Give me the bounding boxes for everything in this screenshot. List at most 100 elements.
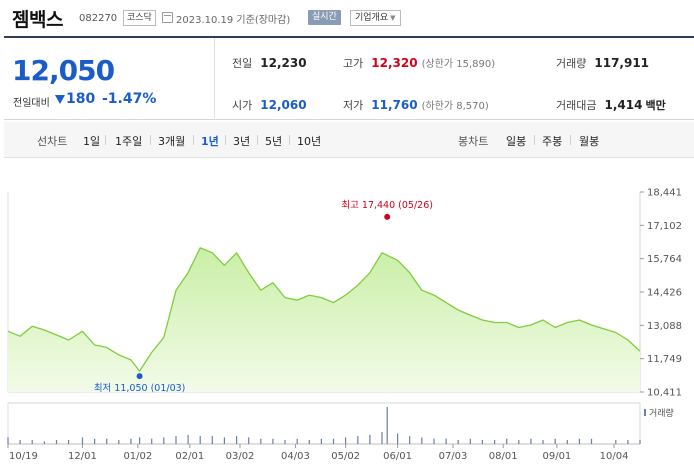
volume-bar [7,437,9,444]
volume-bar [139,437,141,444]
volume-bar [357,436,359,444]
change-label: 전일대비 [13,98,50,109]
volume-bar [530,438,532,444]
volume-bar [81,437,84,444]
volume-bar [199,436,201,444]
volume-bar [118,440,120,444]
period-separator [105,135,106,145]
day-high-label: 고가 [343,57,364,70]
change-value: 180 [66,91,96,107]
lower-limit: (하한가 8,570) [421,101,489,112]
prev-close: 전일 12,230 [232,55,307,71]
volume-bar [43,441,45,444]
summary-divider [214,38,215,120]
volume-legend-swatch [644,409,646,416]
volume-bar [308,440,310,444]
volume-label: 거래량 [556,57,587,70]
x-axis: 10/19 12/01 01/02 02/01 03/02 04/03 05/02 06/01… [7,444,629,462]
company-overview-dropdown[interactable]: 기업개요 ▼ [350,10,401,26]
y-tick-label: 10,411 [647,388,682,399]
day-high: 고가 12,320 (상한가 15,890) [343,55,495,71]
prev-close-value: 12,230 [260,56,307,70]
volume-bar [175,436,177,444]
y-tick-label: 17,102 [647,221,682,232]
volume-bar [469,438,471,444]
x-tick-label: 12/01 [68,451,97,462]
volume-bar [494,440,496,444]
chevron-down-icon: ▼ [390,14,396,22]
volume-bar [68,440,70,444]
open-value: 12,060 [260,98,307,112]
x-tick-label: 01/02 [123,451,152,462]
min-point-label: 최저 11,050 (01/03) [94,383,186,394]
volume-bar [554,438,556,444]
volume-bar [284,440,286,444]
x-tick-label: 05/02 [331,451,360,462]
volume-bar [386,407,388,444]
volume-bar [296,438,298,444]
period-separator [570,135,571,145]
price-line [7,247,641,372]
volume-legend-label: 거래량 [649,407,674,419]
open-label: 시가 [232,99,253,112]
period-separator [150,135,151,145]
volume-value: 117,911 [594,56,650,70]
x-tick-label: 10/19 [9,451,38,462]
volume-bar [151,438,153,444]
volume-bar [223,437,225,444]
volume-bar [106,438,108,444]
open-price: 시가 12,060 [232,97,307,113]
volume-bar [260,438,262,444]
candle-chart-label: 봉차트 [458,135,489,148]
volume-bar [345,437,347,444]
volume-bar [639,440,641,444]
volume-bar [381,432,383,444]
volume-bar [433,438,435,444]
period-bar: 선차트 1일 1주일 3개월 1년 3년 5년 10년 봉차트 일봉 주봉 월봉 [4,122,694,158]
candle-daily[interactable]: 일봉 [506,135,527,148]
reference-date: 2023.10.19 기준(장마감) [176,15,291,26]
volume-bar [19,440,21,444]
trade-amount: 거래대금 1,414 백만 [556,97,666,113]
calendar-icon [162,12,173,23]
period-3m[interactable]: 3개월 [158,135,186,148]
period-1y[interactable]: 1년 [201,135,219,148]
stock-code: 082270 [79,13,118,24]
period-10y[interactable]: 10년 [297,135,322,148]
volume-bar [130,438,132,444]
period-1w[interactable]: 1주일 [115,135,143,148]
market-badge: 코스닥 [123,10,156,26]
prev-close-label: 전일 [232,57,253,70]
y-tick-label: 18,441 [647,188,682,199]
volume-bar [518,440,520,444]
volume-bar [320,438,322,444]
period-1d[interactable]: 1일 [83,135,101,148]
volume-bar [332,438,335,444]
period-separator [289,135,290,145]
x-tick-label: 04/03 [281,451,310,462]
stock-header: 젬백스 082270 코스닥 2023.10.19 기준(장마감) 실시간 기업… [0,0,694,36]
period-separator [193,135,194,145]
realtime-button[interactable]: 실시간 [308,10,341,25]
max-point-label: 최고 17,440 (05/26) [341,200,433,211]
period-3y[interactable]: 3년 [233,135,251,148]
volume-bar [481,440,483,444]
volume-bar [187,434,189,445]
volume-bar [369,434,371,445]
volume-bar [272,438,274,444]
y-axis: 18,441 17,102 15,764 14,426 13,088 11,749 10,4… [640,188,682,399]
candle-monthly[interactable]: 월봉 [579,135,600,148]
period-5y[interactable]: 5년 [265,135,283,148]
day-low: 저가 11,760 (하한가 8,570) [343,97,489,113]
volume-bar [397,433,399,444]
x-tick-label: 10/04 [600,451,629,462]
chart-area [7,247,641,392]
period-separator [534,135,535,145]
line-chart-label: 선차트 [37,135,68,148]
volume-bar [627,440,629,444]
price-area-fill [8,247,640,392]
x-tick-label: 03/02 [226,451,255,462]
candle-weekly[interactable]: 주봉 [542,135,563,148]
company-overview-label: 기업개요 [355,13,389,23]
volume-bar [457,440,459,444]
